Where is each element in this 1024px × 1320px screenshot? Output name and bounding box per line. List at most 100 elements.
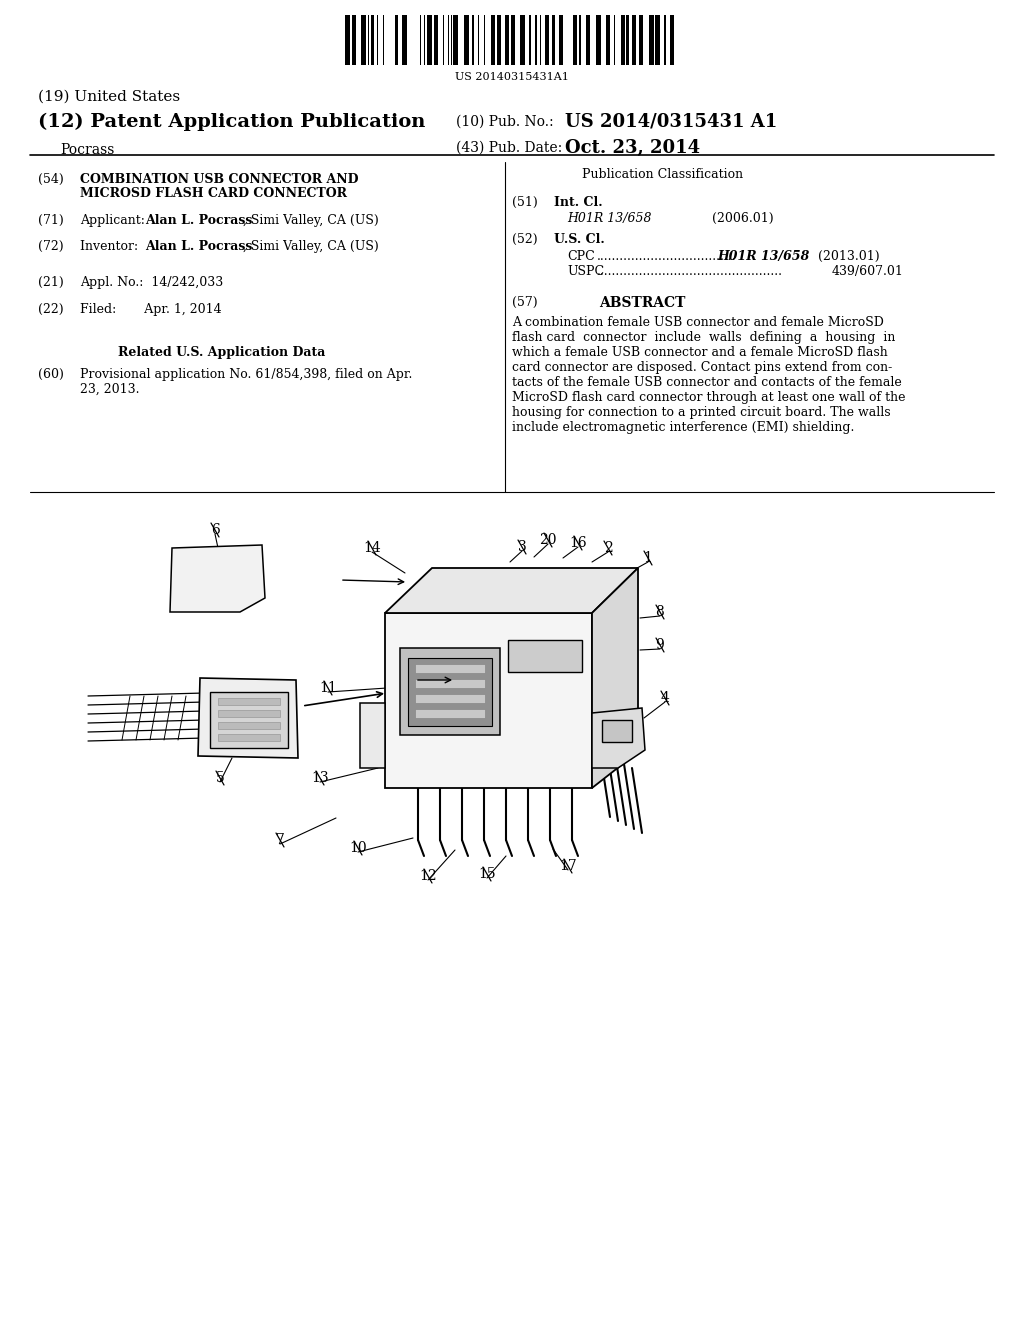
Text: (12) Patent Application Publication: (12) Patent Application Publication	[38, 114, 425, 131]
Text: 14: 14	[364, 541, 381, 554]
Text: H01R 13/658: H01R 13/658	[717, 249, 809, 263]
Text: Alan L. Pocrass: Alan L. Pocrass	[145, 240, 252, 253]
Text: USPC: USPC	[567, 265, 604, 279]
Bar	[511, 15, 515, 65]
Text: Related U.S. Application Data: Related U.S. Application Data	[118, 346, 326, 359]
Bar	[218, 734, 280, 741]
Polygon shape	[385, 568, 638, 612]
Text: 3: 3	[517, 540, 526, 554]
Bar	[497, 15, 501, 65]
Text: which a female USB connector and a female MicroSD flash: which a female USB connector and a femal…	[512, 346, 888, 359]
Text: COMBINATION USB CONNECTOR AND: COMBINATION USB CONNECTOR AND	[80, 173, 358, 186]
Text: H01R 13/658: H01R 13/658	[567, 213, 651, 224]
Bar	[529, 15, 530, 65]
Bar	[218, 722, 280, 729]
Polygon shape	[592, 568, 638, 788]
Bar	[395, 15, 397, 65]
Text: (19) United States: (19) United States	[38, 90, 180, 104]
Text: 6: 6	[211, 523, 219, 537]
Text: Provisional application No. 61/854,398, filed on Apr.: Provisional application No. 61/854,398, …	[80, 368, 413, 381]
Polygon shape	[592, 708, 645, 768]
Bar	[434, 15, 438, 65]
Bar	[626, 15, 629, 65]
Bar	[552, 15, 555, 65]
Text: (54): (54)	[38, 173, 63, 186]
Bar	[360, 15, 366, 65]
Bar	[454, 15, 458, 65]
Bar	[218, 698, 280, 705]
Bar	[572, 15, 577, 65]
Bar	[559, 15, 563, 65]
Polygon shape	[198, 678, 298, 758]
Bar	[632, 15, 636, 65]
Text: (51): (51)	[512, 195, 538, 209]
Bar	[621, 15, 625, 65]
Text: 23, 2013.: 23, 2013.	[80, 383, 139, 396]
Bar	[655, 15, 659, 65]
Text: card connector are disposed. Contact pins extend from con-: card connector are disposed. Contact pin…	[512, 360, 892, 374]
Text: 17: 17	[559, 859, 577, 873]
Text: Alan L. Pocrass: Alan L. Pocrass	[145, 214, 252, 227]
Text: 4: 4	[660, 690, 670, 705]
Bar	[596, 15, 601, 65]
Text: 439/607.01: 439/607.01	[831, 265, 904, 279]
Bar	[505, 15, 509, 65]
Text: US 20140315431A1: US 20140315431A1	[455, 73, 569, 82]
Text: (21): (21)	[38, 276, 63, 289]
Text: (60): (60)	[38, 368, 63, 381]
Bar	[402, 15, 408, 65]
Bar	[639, 15, 643, 65]
Text: 2: 2	[603, 541, 612, 554]
Polygon shape	[385, 612, 592, 788]
Bar	[210, 692, 288, 748]
Text: Oct. 23, 2014: Oct. 23, 2014	[565, 139, 700, 157]
Text: housing for connection to a printed circuit board. The walls: housing for connection to a printed circ…	[512, 407, 891, 418]
Text: Pocrass: Pocrass	[60, 143, 115, 157]
Bar	[371, 15, 374, 65]
Text: 12: 12	[419, 869, 437, 883]
Bar	[545, 15, 549, 65]
Bar	[587, 15, 590, 65]
Text: flash card  connector  include  walls  defining  a  housing  in: flash card connector include walls defin…	[512, 331, 895, 345]
Bar	[345, 15, 350, 65]
Text: (57): (57)	[512, 296, 538, 309]
Text: include electromagnetic interference (EMI) shielding.: include electromagnetic interference (EM…	[512, 421, 854, 434]
Text: , Simi Valley, CA (US): , Simi Valley, CA (US)	[243, 214, 379, 227]
Bar	[649, 15, 653, 65]
Bar	[472, 15, 474, 65]
Text: ABSTRACT: ABSTRACT	[599, 296, 685, 310]
Bar	[490, 15, 495, 65]
Text: CPC: CPC	[567, 249, 595, 263]
Text: Applicant:: Applicant:	[80, 214, 153, 227]
Text: (2013.01): (2013.01)	[814, 249, 880, 263]
Bar	[536, 15, 538, 65]
Text: 13: 13	[311, 771, 329, 785]
Text: Appl. No.:  14/242,033: Appl. No.: 14/242,033	[80, 276, 223, 289]
Bar	[606, 15, 610, 65]
Bar	[464, 15, 469, 65]
Bar	[408, 657, 492, 726]
Text: US 2014/0315431 A1: US 2014/0315431 A1	[565, 114, 777, 131]
Polygon shape	[508, 640, 582, 672]
Bar	[665, 15, 667, 65]
Text: 15: 15	[478, 867, 496, 880]
Bar	[520, 15, 524, 65]
Text: (71): (71)	[38, 214, 63, 227]
Polygon shape	[400, 648, 500, 735]
Text: A combination female USB connector and female MicroSD: A combination female USB connector and f…	[512, 315, 884, 329]
Text: 10: 10	[349, 841, 367, 855]
Text: 16: 16	[569, 536, 587, 550]
Text: (2006.01): (2006.01)	[712, 213, 773, 224]
Bar	[415, 664, 485, 673]
Text: 5: 5	[216, 771, 224, 785]
Polygon shape	[360, 704, 385, 768]
Text: (10) Pub. No.:: (10) Pub. No.:	[456, 115, 554, 129]
Text: , Simi Valley, CA (US): , Simi Valley, CA (US)	[243, 240, 379, 253]
Text: (72): (72)	[38, 240, 63, 253]
Text: 7: 7	[275, 833, 285, 847]
Bar	[540, 15, 542, 65]
Text: Filed:       Apr. 1, 2014: Filed: Apr. 1, 2014	[80, 304, 221, 315]
Text: ................................................: ........................................…	[597, 265, 783, 279]
Text: Inventor:: Inventor:	[80, 240, 151, 253]
Bar	[218, 710, 280, 717]
